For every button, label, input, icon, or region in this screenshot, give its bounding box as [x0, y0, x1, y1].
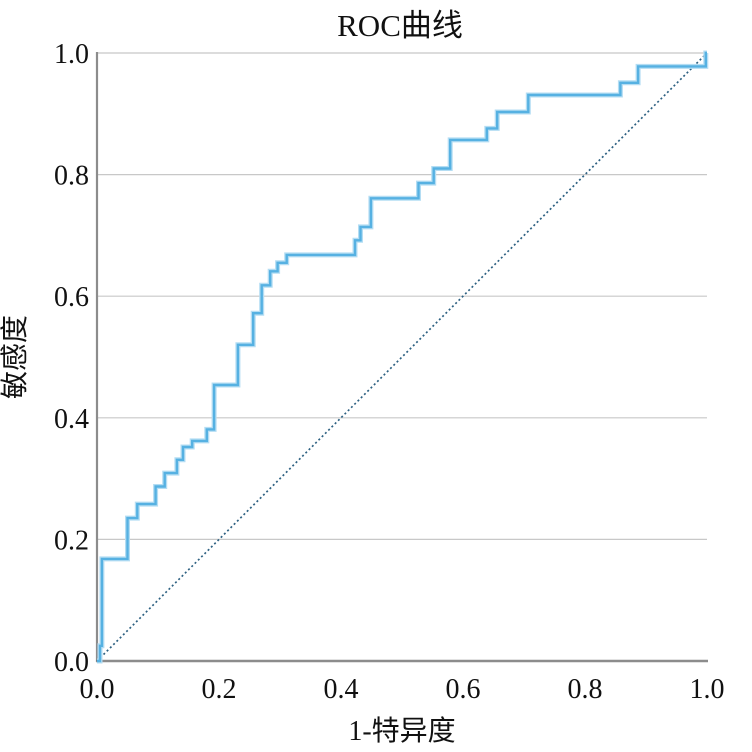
x-tick-label: 0.4	[324, 674, 359, 705]
reference-diagonal-line	[96, 52, 708, 662]
y-tick-label: 0.6	[54, 282, 89, 313]
x-tick-label: 1.0	[690, 674, 725, 705]
gridlines	[97, 52, 707, 541]
y-tick-labels: 0.0 0.2 0.4 0.6 0.8 1.0	[54, 39, 89, 678]
x-tick-labels: 0.0 0.2 0.4 0.6 0.8 1.0	[80, 674, 725, 705]
y-axis-label: 敏感度	[0, 315, 31, 399]
y-tick-label: 0.4	[54, 404, 89, 435]
y-tick-label: 0.8	[54, 161, 89, 192]
x-tick-label: 0.8	[568, 674, 603, 705]
chart-title: ROC曲线	[337, 8, 463, 43]
x-tick-label: 0.6	[446, 674, 481, 705]
y-tick-label: 0.0	[54, 647, 89, 678]
roc-curve	[97, 51, 707, 663]
x-axis-label: 1-特异度	[348, 715, 455, 747]
x-tick-label: 0.0	[80, 674, 115, 705]
x-tick-label: 0.2	[202, 674, 237, 705]
y-tick-label: 1.0	[54, 39, 89, 70]
y-tick-label: 0.2	[54, 525, 89, 556]
